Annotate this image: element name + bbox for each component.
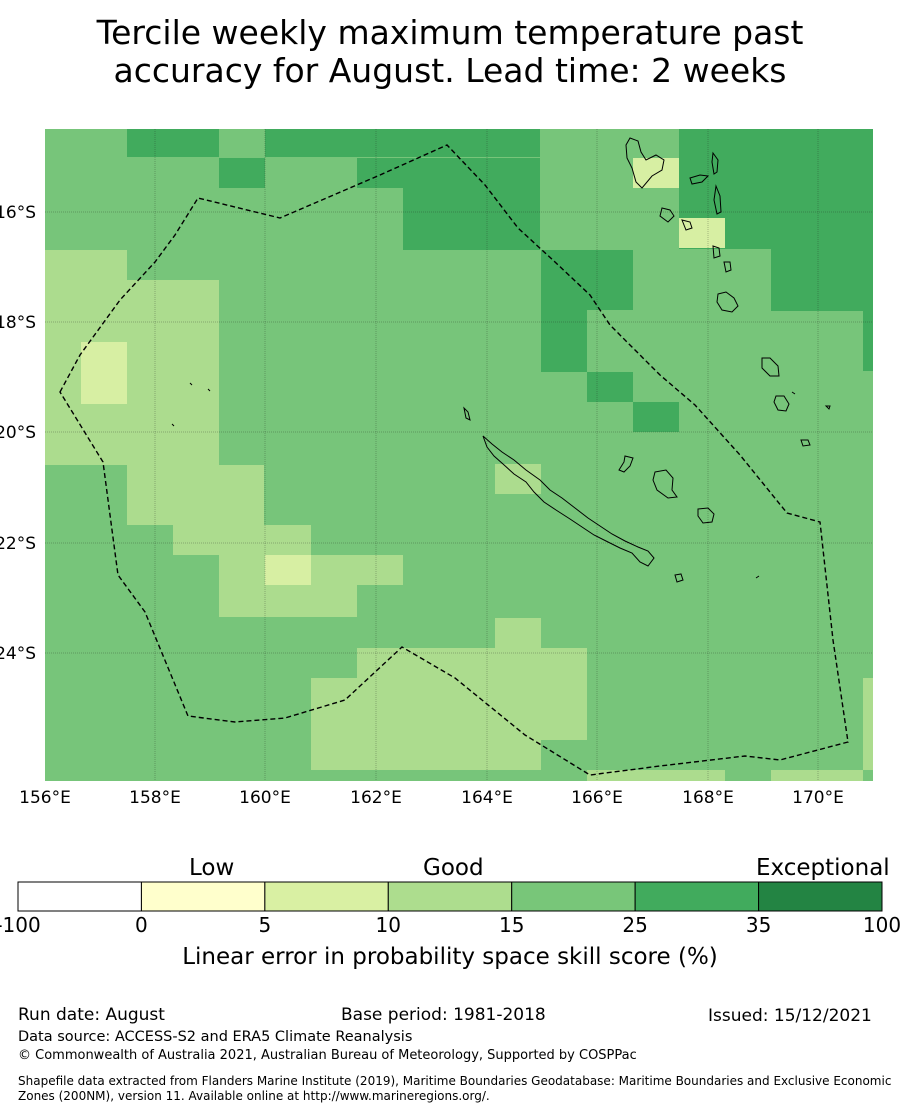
- island-belep: [463, 406, 471, 421]
- lon-tick-label: 158°E: [129, 788, 181, 808]
- graticule: [45, 129, 873, 781]
- colorbar-category-low: Low: [189, 855, 235, 881]
- island-aneityum: [773, 395, 790, 412]
- latitude-tick-labels: 16°S 18°S 20°S 22°S 24°S: [0, 203, 36, 664]
- island-epi: [712, 245, 721, 259]
- colorbar-tick-label: 10: [376, 913, 401, 937]
- island-pentecost: [713, 184, 722, 215]
- copyright: © Commonwealth of Australia 2021, Austra…: [18, 1048, 637, 1063]
- colorbar: [17, 881, 883, 912]
- lon-tick-label: 168°E: [682, 788, 734, 808]
- lat-tick-label: 22°S: [0, 534, 36, 554]
- island-malakula: [659, 207, 675, 223]
- lon-tick-label: 166°E: [571, 788, 623, 808]
- shapefile-credit-line-1: Shapefile data extracted from Flanders M…: [18, 1074, 892, 1088]
- colorbar-category-exceptional: Exceptional: [756, 855, 890, 881]
- colorbar-segment: [17, 881, 142, 912]
- colorbar-tick-label: 35: [746, 913, 771, 937]
- colorbar-segment: [140, 881, 266, 912]
- colorbar-tick-label: 25: [622, 913, 647, 937]
- lat-tick-label: 16°S: [0, 203, 36, 223]
- lon-tick-label: 170°E: [792, 788, 844, 808]
- island-ouvea: [618, 455, 634, 473]
- colorbar-title: Linear error in probability space skill …: [182, 944, 718, 970]
- island-matthew: [800, 439, 811, 447]
- island-mare: [697, 507, 715, 524]
- base-period: Base period: 1981-2018: [341, 1005, 546, 1025]
- colorbar-category-good: Good: [423, 855, 484, 881]
- island-new-caledonia: [482, 435, 655, 567]
- island-maewo: [711, 151, 719, 175]
- island-tanna: [761, 357, 780, 377]
- island-erromango: [716, 291, 739, 313]
- colorbar-tick-label: -100: [0, 913, 41, 937]
- island-ambrym: [681, 219, 693, 231]
- colorbar-tick-labels: -100 0 5 10 15 25 35 100: [0, 913, 900, 937]
- colorbar-tick-label: 5: [258, 913, 271, 937]
- shapefile-credit-line-2: Zones (200NM), version 11. Available onl…: [18, 1089, 490, 1103]
- islands: [171, 137, 831, 583]
- island-hunter: [824, 405, 831, 410]
- island-lifou: [652, 469, 678, 499]
- data-source: Data source: ACCESS-S2 and ERA5 Climate …: [18, 1029, 413, 1045]
- colorbar-segment: [758, 881, 883, 912]
- maritime-boundary: [59, 144, 849, 776]
- title-line-2: accuracy for August. Lead time: 2 weeks: [113, 51, 787, 90]
- colorbar-segment: [511, 881, 636, 912]
- lon-tick-label: 160°E: [239, 788, 291, 808]
- island-ambae: [689, 174, 710, 185]
- issued-date: Issued: 15/12/2021: [708, 1006, 872, 1026]
- island-chesterfield: [171, 382, 796, 579]
- title-line-1: Tercile weekly maximum temperature past: [96, 13, 804, 52]
- colorbar-tick-label: 100: [863, 913, 900, 937]
- lat-tick-label: 18°S: [0, 313, 36, 333]
- colorbar-segment: [387, 881, 513, 912]
- longitude-tick-labels: 156°E 158°E 160°E 162°E 164°E 166°E 168°E 170°E: [19, 788, 844, 808]
- lon-tick-label: 162°E: [350, 788, 402, 808]
- colorbar-segment: [634, 881, 760, 912]
- colorbar-segment: [264, 881, 389, 912]
- colorbar-tick-label: 0: [135, 913, 148, 937]
- skill-grid: [45, 129, 873, 781]
- title: Tercile weekly maximum temperature past …: [0, 14, 900, 90]
- lat-tick-label: 24°S: [0, 644, 36, 664]
- island-efate: [723, 261, 732, 273]
- lat-tick-label: 20°S: [0, 423, 36, 443]
- colorbar-tick-label: 15: [499, 913, 524, 937]
- island-espiritu-santo: [625, 137, 665, 189]
- island-isle-of-pines: [674, 573, 684, 583]
- run-date: Run date: August: [18, 1005, 165, 1025]
- lon-tick-label: 164°E: [461, 788, 513, 808]
- lon-tick-label: 156°E: [19, 788, 71, 808]
